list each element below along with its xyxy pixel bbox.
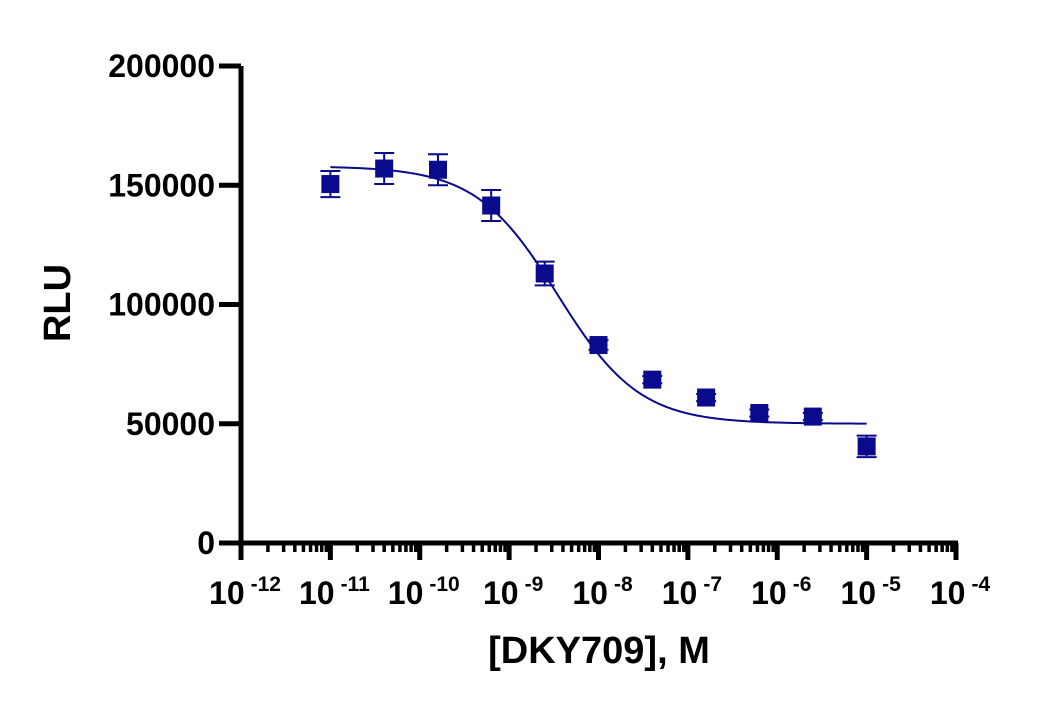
data-point bbox=[857, 437, 876, 456]
data-point bbox=[750, 404, 769, 423]
data-point bbox=[375, 159, 394, 178]
y-tick-label: 0 bbox=[197, 525, 215, 561]
y-tick-layer: 0 50000 100000 150000 200000 bbox=[108, 48, 241, 561]
x-tick-label: 10 -8 bbox=[572, 573, 633, 611]
data-point bbox=[589, 336, 608, 355]
x-axis-label: [DKY709], M bbox=[488, 630, 710, 672]
x-tick-label: 10 -5 bbox=[840, 573, 901, 611]
x-tick-label: 10 -11 bbox=[299, 573, 370, 611]
x-tick-label: 10 -7 bbox=[662, 573, 722, 611]
axes-layer bbox=[238, 66, 958, 546]
x-tick-label: 10 -10 bbox=[388, 573, 460, 611]
data-point bbox=[428, 160, 447, 179]
data-point bbox=[643, 370, 662, 389]
data-point bbox=[321, 175, 340, 194]
data-point bbox=[803, 407, 822, 426]
data-point bbox=[535, 264, 554, 283]
x-tick-label: 10 -4 bbox=[930, 573, 991, 611]
y-tick-label: 50000 bbox=[126, 406, 215, 442]
y-tick-label: 100000 bbox=[108, 287, 215, 323]
x-tick-layer: 10 -12 10 -11 10 -10 10 -9 10 -8 10 -7 10 -6 10 -5 10 -4 bbox=[209, 543, 990, 611]
fit-curve-layer bbox=[330, 166, 867, 425]
fit-curve bbox=[330, 166, 867, 425]
data-point bbox=[482, 196, 501, 215]
data-point bbox=[697, 388, 716, 407]
data-point-layer bbox=[321, 159, 876, 456]
y-tick-label: 150000 bbox=[108, 167, 215, 203]
x-tick-label: 10 -9 bbox=[483, 573, 543, 611]
error-bar-layer bbox=[320, 152, 877, 459]
x-tick-label: 10 -6 bbox=[751, 573, 811, 611]
x-tick-label: 10 -12 bbox=[209, 573, 281, 611]
y-tick-label: 200000 bbox=[108, 48, 215, 84]
y-axis-label: RLU bbox=[37, 264, 79, 342]
